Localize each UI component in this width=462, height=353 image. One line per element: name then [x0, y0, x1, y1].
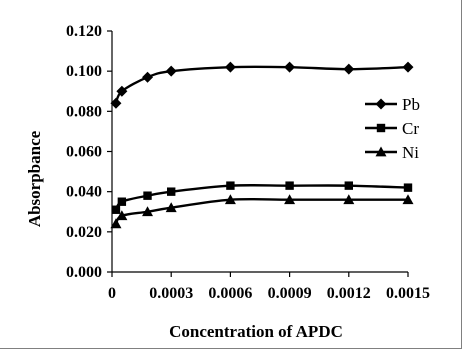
data-point-ni — [142, 206, 154, 217]
x-tick-label: 0.0015 — [386, 285, 430, 302]
data-point-pb — [116, 85, 128, 97]
data-point-ni — [402, 194, 414, 205]
y-axis-title: Absorpbance — [25, 130, 44, 227]
series-line-pb — [114, 65, 409, 104]
data-point-cr — [111, 205, 121, 214]
series-line-cr — [114, 184, 409, 211]
y-tick-label: 0.000 — [66, 264, 102, 281]
y-tick-label: 0.020 — [66, 224, 102, 241]
data-point-ni — [224, 194, 236, 205]
legend-label-cr: Cr — [402, 119, 419, 138]
data-point-cr — [167, 187, 176, 196]
x-tick-label: 0.0003 — [149, 285, 193, 302]
data-point-ni — [110, 218, 122, 229]
y-tick-label: 0.080 — [66, 103, 102, 120]
data-point-pb — [402, 61, 414, 73]
y-tick-label: 0.040 — [66, 184, 102, 201]
x-tick-label: 0.0012 — [327, 285, 371, 302]
legend-marker-cr — [376, 123, 386, 133]
data-point-pb — [165, 65, 177, 77]
data-point-cr — [403, 183, 413, 192]
series-line-ni — [114, 197, 408, 225]
x-tick-label: 0 — [108, 285, 116, 302]
x-tick-label: 0.0006 — [208, 285, 252, 302]
legend-label-pb: Pb — [402, 95, 420, 114]
legend-item-pb: Pb — [365, 95, 420, 114]
legend-marker-ni — [375, 146, 387, 157]
data-point-pb — [224, 61, 236, 73]
y-tick-label: 0.060 — [66, 144, 102, 161]
x-tick-label: 0.0009 — [268, 285, 312, 302]
series-cr — [111, 181, 413, 214]
legend-item-ni: Ni — [365, 143, 419, 162]
legend-marker-pb — [375, 98, 387, 110]
legend-label-ni: Ni — [402, 143, 419, 162]
data-point-pb — [142, 71, 154, 83]
data-point-ni — [165, 202, 177, 213]
data-point-cr — [344, 181, 353, 190]
data-point-cr — [143, 191, 152, 200]
data-point-cr — [117, 197, 127, 206]
data-point-pb — [284, 61, 296, 73]
data-point-cr — [226, 181, 235, 190]
legend: Pb Cr Ni — [365, 95, 420, 162]
data-point-ni — [284, 194, 296, 205]
series-pb — [110, 61, 414, 109]
series-ni — [110, 194, 414, 229]
series-layer — [110, 61, 414, 229]
data-point-ni — [343, 194, 355, 205]
y-tick-label: 0.120 — [66, 23, 102, 40]
y-tick-label: 0.100 — [66, 63, 102, 80]
axes: 0.000 0.020 0.040 0.060 0.080 0.100 0.120 0 0.00… — [66, 23, 430, 302]
data-point-pb — [343, 63, 355, 75]
legend-item-cr: Cr — [365, 119, 419, 138]
data-point-ni — [116, 210, 128, 221]
data-point-pb — [110, 97, 122, 109]
data-point-cr — [285, 181, 294, 190]
x-axis-title: Concentration of APDC — [169, 322, 343, 341]
